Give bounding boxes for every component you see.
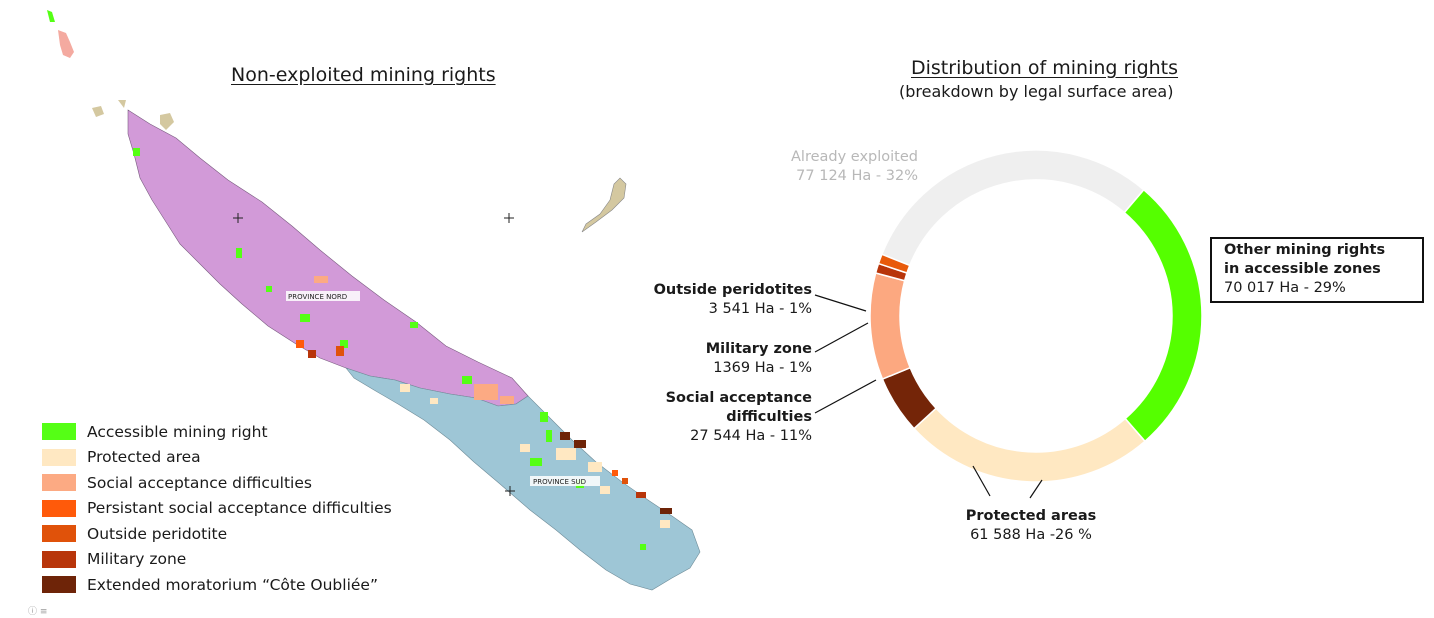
donut-slice-other-mining-rights-in-accessible-zones xyxy=(1123,188,1203,443)
social-patches xyxy=(314,276,514,404)
persistent-patches xyxy=(296,340,618,476)
chart-subtitle: (breakdown by legal surface area) xyxy=(899,82,1174,101)
legend-item-moratorium: Extended moratorium “Côte Oubliée” xyxy=(42,572,392,598)
donut-slice-already-exploited xyxy=(880,149,1145,267)
donut-slice-outside-peridotites xyxy=(877,253,911,274)
legend-swatch xyxy=(42,423,76,441)
legend-label: Extended moratorium “Côte Oubliée” xyxy=(87,575,378,594)
label-outside-peridotites: Outside peridotites 3 541 Ha - 1% xyxy=(653,282,812,317)
new-caledonia-map: PROVINCE NORD PROVINCE SUD xyxy=(47,10,701,591)
ouvea-island xyxy=(581,177,627,233)
province-nord-label: PROVINCE NORD xyxy=(288,293,347,301)
label-social-acceptance: Social acceptance difficulties 27 544 Ha… xyxy=(665,390,812,444)
chart-title: Distribution of mining rights xyxy=(911,57,1179,79)
legend-item-outside: Outside peridotite xyxy=(42,521,392,547)
province-sud-label: PROVINCE SUD xyxy=(533,478,586,486)
legend-label: Accessible mining right xyxy=(87,422,268,441)
legend-label: Protected area xyxy=(87,448,201,467)
north-islet xyxy=(58,30,74,58)
map-legend: Accessible mining right Protected area S… xyxy=(42,419,392,598)
legend-swatch xyxy=(42,550,76,568)
military-patches xyxy=(308,350,646,498)
moratorium-patches xyxy=(560,432,672,514)
north-islet-tip xyxy=(47,10,55,22)
islet-small-1 xyxy=(118,100,126,108)
leader-lines xyxy=(814,294,1043,499)
donut-slice-social-acceptance-difficulties xyxy=(869,272,912,381)
islet-small-2 xyxy=(160,113,174,130)
label-protected-areas: Protected areas 61 588 Ha -26 % xyxy=(965,508,1097,543)
legend-swatch xyxy=(42,474,76,492)
legend-label: Social acceptance difficulties xyxy=(87,473,312,492)
outside-patches xyxy=(336,346,628,484)
legend-swatch xyxy=(42,576,76,594)
legend-swatch xyxy=(42,525,76,543)
footer-icons: ⓘ ≡ xyxy=(28,607,48,617)
legend-swatch xyxy=(42,499,76,517)
legend-swatch xyxy=(42,448,76,466)
protected-patches xyxy=(400,384,670,528)
legend-item-persistent: Persistant social acceptance difficultie… xyxy=(42,496,392,522)
legend-label: Military zone xyxy=(87,550,187,569)
legend-item-military: Military zone xyxy=(42,547,392,573)
label-other-mining-rights: Other mining rights in accessible zones … xyxy=(1210,237,1424,303)
legend-label: Outside peridotite xyxy=(87,524,228,543)
label-military-zone: Military zone 1369 Ha - 1% xyxy=(705,341,812,376)
crosshair-markers xyxy=(233,213,515,496)
donut-slice-protected-areas xyxy=(912,407,1146,483)
province-sud-shape xyxy=(345,367,701,591)
islet-belep xyxy=(92,106,104,117)
legend-item-social: Social acceptance difficulties xyxy=(42,470,392,496)
label-already-exploited: Already exploited 77 124 Ha - 32% xyxy=(791,149,918,184)
legend-label: Persistant social acceptance difficultie… xyxy=(87,499,392,518)
map-title: Non-exploited mining rights xyxy=(231,64,496,86)
legend-item-accessible: Accessible mining right xyxy=(42,419,392,445)
legend-item-protected: Protected area xyxy=(42,445,392,471)
